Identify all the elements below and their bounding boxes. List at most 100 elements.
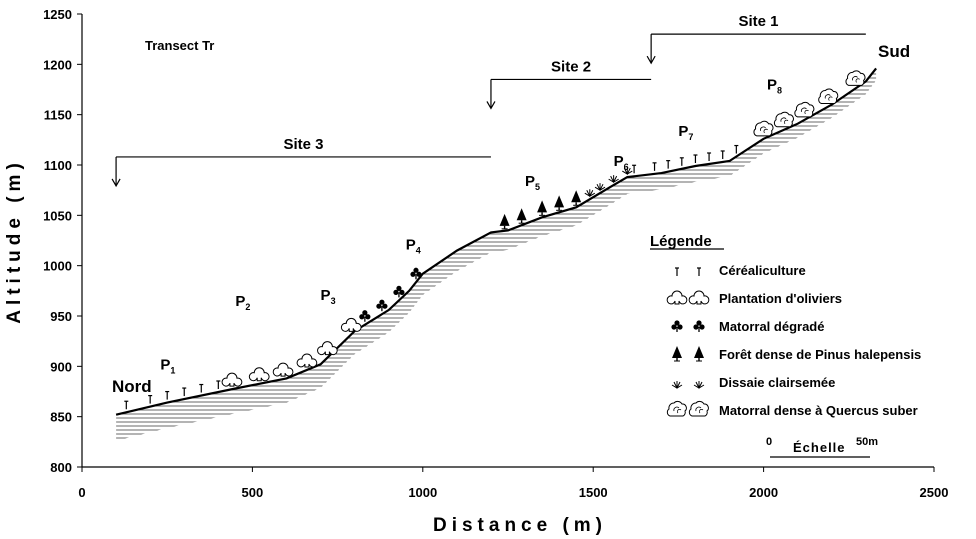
legend-item: Forêt dense de Pinus halepensis (672, 346, 921, 362)
quercus-marker (845, 70, 866, 86)
y-tick-label: 1250 (43, 7, 72, 22)
site-bracket: Site 3 (111, 136, 491, 188)
label-nord: Nord (112, 377, 152, 396)
cereal-marker (693, 154, 698, 164)
x-tick-label: 1000 (408, 485, 437, 500)
cereal-marker (124, 400, 129, 410)
legend: Légende Céréaliculture Plantation d'olivie… (650, 233, 921, 458)
plot-label: P6 (614, 153, 629, 172)
cereal-marker (666, 160, 671, 169)
pine-marker (499, 213, 510, 230)
vegetation-markers (124, 70, 866, 410)
scale-label: Échelle (793, 440, 846, 455)
cereal-marker (720, 150, 725, 159)
y-tick-label: 1050 (43, 208, 72, 223)
x-tick-label: 1500 (579, 485, 608, 500)
cereal-marker (216, 380, 221, 390)
x-tick-label: 2500 (920, 485, 949, 500)
matorral-marker (393, 285, 405, 298)
cereal-marker (632, 164, 637, 174)
matorral-marker (671, 320, 683, 332)
cereal-marker (697, 267, 701, 276)
plot-label: P3 (321, 287, 336, 306)
y-tick-label: 1150 (44, 108, 72, 123)
x-tick-label: 500 (242, 485, 264, 500)
quercus-marker (753, 120, 774, 137)
diss-marker (671, 381, 683, 390)
site-label: Site 1 (738, 13, 778, 30)
y-tick-label: 1100 (44, 158, 72, 173)
matorral-marker (376, 299, 388, 312)
y-tick-label: 950 (50, 309, 72, 324)
site-bracket: Site 2 (486, 58, 652, 110)
olive-marker (248, 367, 270, 382)
plot-label: P7 (678, 123, 693, 142)
plot-labels: P1 P2 P3 P4 P5 P6 P7 P8 (160, 77, 782, 376)
legend-label: Matorral dégradé (719, 319, 824, 334)
legend-item: Céréaliculture (675, 263, 806, 278)
site-bracket: Site 1 (646, 13, 866, 65)
plot-label: P1 (160, 356, 175, 375)
quercus-marker (688, 400, 709, 417)
quercus-marker (794, 101, 815, 118)
legend-label: Céréaliculture (719, 263, 806, 278)
terrain-hatching (116, 68, 877, 441)
diss-marker (622, 167, 633, 176)
quercus-marker (818, 88, 839, 105)
y-tick-label: 800 (50, 460, 72, 475)
olive-marker (221, 372, 243, 387)
x-tick-label: 0 (78, 485, 85, 500)
legend-title: Légende (650, 233, 712, 250)
site-label: Site 3 (284, 136, 324, 153)
cereal-marker (652, 162, 657, 171)
cereal-marker (165, 390, 170, 400)
site-brackets: Site 1 Site 2 Site 3 (111, 13, 866, 188)
scale-start-label: 0 (766, 436, 772, 448)
y-tick-label: 1200 (43, 57, 72, 72)
cereal-marker (707, 152, 712, 161)
matorral-marker (410, 267, 422, 280)
quercus-marker (773, 111, 794, 128)
cereal-marker (679, 157, 684, 166)
olive-marker (340, 317, 362, 332)
legend-label: Forêt dense de Pinus halepensis (719, 347, 921, 362)
plot-label: P8 (767, 77, 782, 96)
y-axis-title: Altitude (m) (4, 158, 25, 324)
pine-marker (694, 346, 704, 362)
quercus-marker (666, 400, 687, 417)
y-tick-label: 850 (50, 410, 72, 425)
pine-marker (537, 200, 548, 216)
plot-label: P4 (406, 237, 421, 256)
scale-end-label: 50m (856, 436, 878, 448)
plot-label: P2 (235, 293, 250, 312)
pine-marker (554, 195, 565, 211)
y-tick-label: 900 (50, 359, 72, 374)
legend-item: Matorral dégradé (671, 319, 824, 334)
x-axis-title: Distance (m) (433, 515, 607, 536)
cereal-marker (182, 387, 187, 397)
y-tick-label: 1000 (43, 259, 72, 274)
olive-marker (666, 290, 688, 305)
legend-label: Matorral dense à Quercus suber (719, 403, 918, 418)
x-tick-label: 2000 (749, 485, 778, 500)
cereal-marker (199, 383, 204, 393)
site-bracket-arrow (646, 55, 656, 65)
legend-item: Plantation d'oliviers (666, 290, 842, 306)
legend-item: Matorral dense à Quercus suber (666, 400, 918, 418)
diss-marker (693, 381, 705, 390)
matorral-marker (693, 320, 705, 332)
diss-marker (608, 175, 619, 184)
matorral-marker (359, 310, 371, 322)
axes: 800 850 900 950 1000 1050 1100 1150 1200 1250 0 500… (43, 7, 948, 500)
legend-label: Plantation d'oliviers (719, 291, 842, 306)
diss-marker (594, 183, 606, 192)
chart-title: Transect Tr (145, 38, 214, 53)
legend-label: Dissaie clairsemée (719, 375, 835, 390)
label-sud: Sud (878, 42, 910, 61)
cereal-marker (675, 267, 679, 276)
scale-bar: 0 Échelle 50m (766, 436, 878, 458)
plot-label: P5 (525, 173, 540, 192)
olive-marker (296, 353, 318, 368)
site-bracket-arrow (486, 101, 496, 110)
